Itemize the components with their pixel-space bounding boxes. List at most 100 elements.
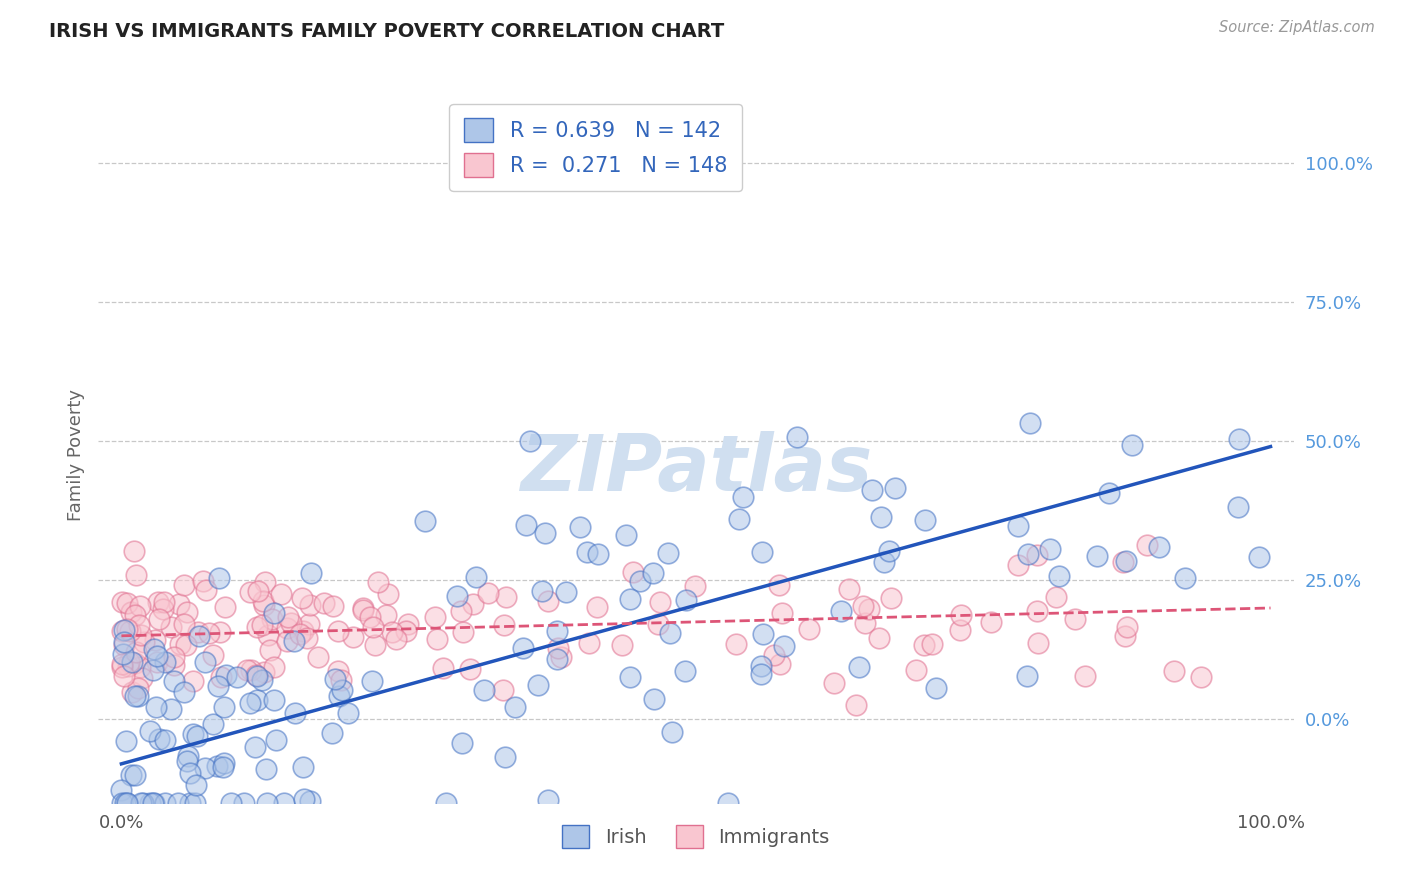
Point: [858, 601, 880, 615]
Point: [494, 618, 516, 632]
Point: [176, 605, 198, 619]
Point: [844, 698, 866, 712]
Point: [363, 638, 385, 652]
Point: [463, 597, 485, 611]
Point: [868, 631, 890, 645]
Point: [880, 591, 903, 606]
Point: [115, 596, 138, 610]
Point: [121, 655, 143, 669]
Point: [352, 601, 374, 615]
Point: [291, 624, 314, 638]
Point: [1007, 558, 1029, 572]
Point: [321, 725, 343, 739]
Point: [555, 585, 578, 599]
Point: [181, 727, 204, 741]
Point: [434, 796, 457, 810]
Point: [853, 615, 876, 630]
Point: [160, 620, 183, 634]
Point: [288, 627, 311, 641]
Point: [337, 706, 360, 720]
Point: [263, 660, 285, 674]
Point: [547, 640, 569, 655]
Point: [643, 566, 665, 580]
Point: [950, 608, 973, 623]
Point: [246, 620, 269, 634]
Point: [125, 568, 148, 582]
Point: [512, 640, 534, 655]
Point: [537, 593, 560, 607]
Point: [128, 599, 150, 613]
Point: [1038, 541, 1060, 556]
Point: [432, 661, 454, 675]
Point: [628, 574, 651, 588]
Point: [586, 547, 609, 561]
Point: [284, 706, 307, 720]
Point: [246, 584, 269, 599]
Point: [873, 555, 896, 569]
Point: [322, 599, 344, 613]
Point: [115, 734, 138, 748]
Point: [786, 430, 808, 444]
Point: [273, 796, 295, 810]
Point: [924, 681, 946, 695]
Point: [207, 679, 229, 693]
Point: [145, 699, 167, 714]
Point: [129, 660, 152, 674]
Point: [361, 620, 384, 634]
Point: [657, 545, 679, 559]
Point: [1074, 669, 1097, 683]
Point: [176, 638, 198, 652]
Point: [1115, 554, 1137, 568]
Point: [352, 603, 374, 617]
Point: [1227, 433, 1250, 447]
Y-axis label: Family Poverty: Family Poverty: [66, 389, 84, 521]
Point: [250, 617, 273, 632]
Point: [292, 792, 315, 806]
Point: [232, 796, 254, 810]
Point: [1247, 549, 1270, 564]
Point: [550, 649, 572, 664]
Point: [823, 676, 845, 690]
Point: [179, 765, 201, 780]
Point: [197, 626, 219, 640]
Point: [619, 591, 641, 606]
Point: [769, 657, 792, 671]
Point: [330, 673, 353, 687]
Point: [146, 648, 169, 663]
Point: [208, 572, 231, 586]
Point: [117, 622, 139, 636]
Point: [396, 616, 419, 631]
Point: [118, 655, 141, 669]
Point: [1026, 636, 1049, 650]
Point: [1085, 549, 1108, 563]
Point: [884, 481, 907, 495]
Point: [299, 598, 322, 612]
Point: [143, 796, 166, 810]
Point: [186, 729, 208, 743]
Point: [307, 650, 329, 665]
Point: [142, 642, 165, 657]
Point: [725, 637, 748, 651]
Point: [879, 544, 901, 558]
Point: [914, 513, 936, 527]
Point: [215, 667, 238, 681]
Point: [160, 701, 183, 715]
Point: [252, 594, 274, 608]
Point: [650, 595, 672, 609]
Point: [299, 566, 322, 581]
Point: [1047, 569, 1070, 583]
Point: [298, 616, 321, 631]
Point: [773, 639, 796, 653]
Text: ZIPatlas: ZIPatlas: [520, 431, 872, 507]
Point: [148, 612, 170, 626]
Point: [239, 584, 262, 599]
Point: [176, 754, 198, 768]
Point: [749, 667, 772, 681]
Point: [659, 626, 682, 640]
Point: [246, 668, 269, 682]
Point: [179, 796, 201, 810]
Point: [239, 696, 262, 710]
Point: [124, 656, 146, 670]
Point: [114, 635, 136, 649]
Point: [118, 624, 141, 638]
